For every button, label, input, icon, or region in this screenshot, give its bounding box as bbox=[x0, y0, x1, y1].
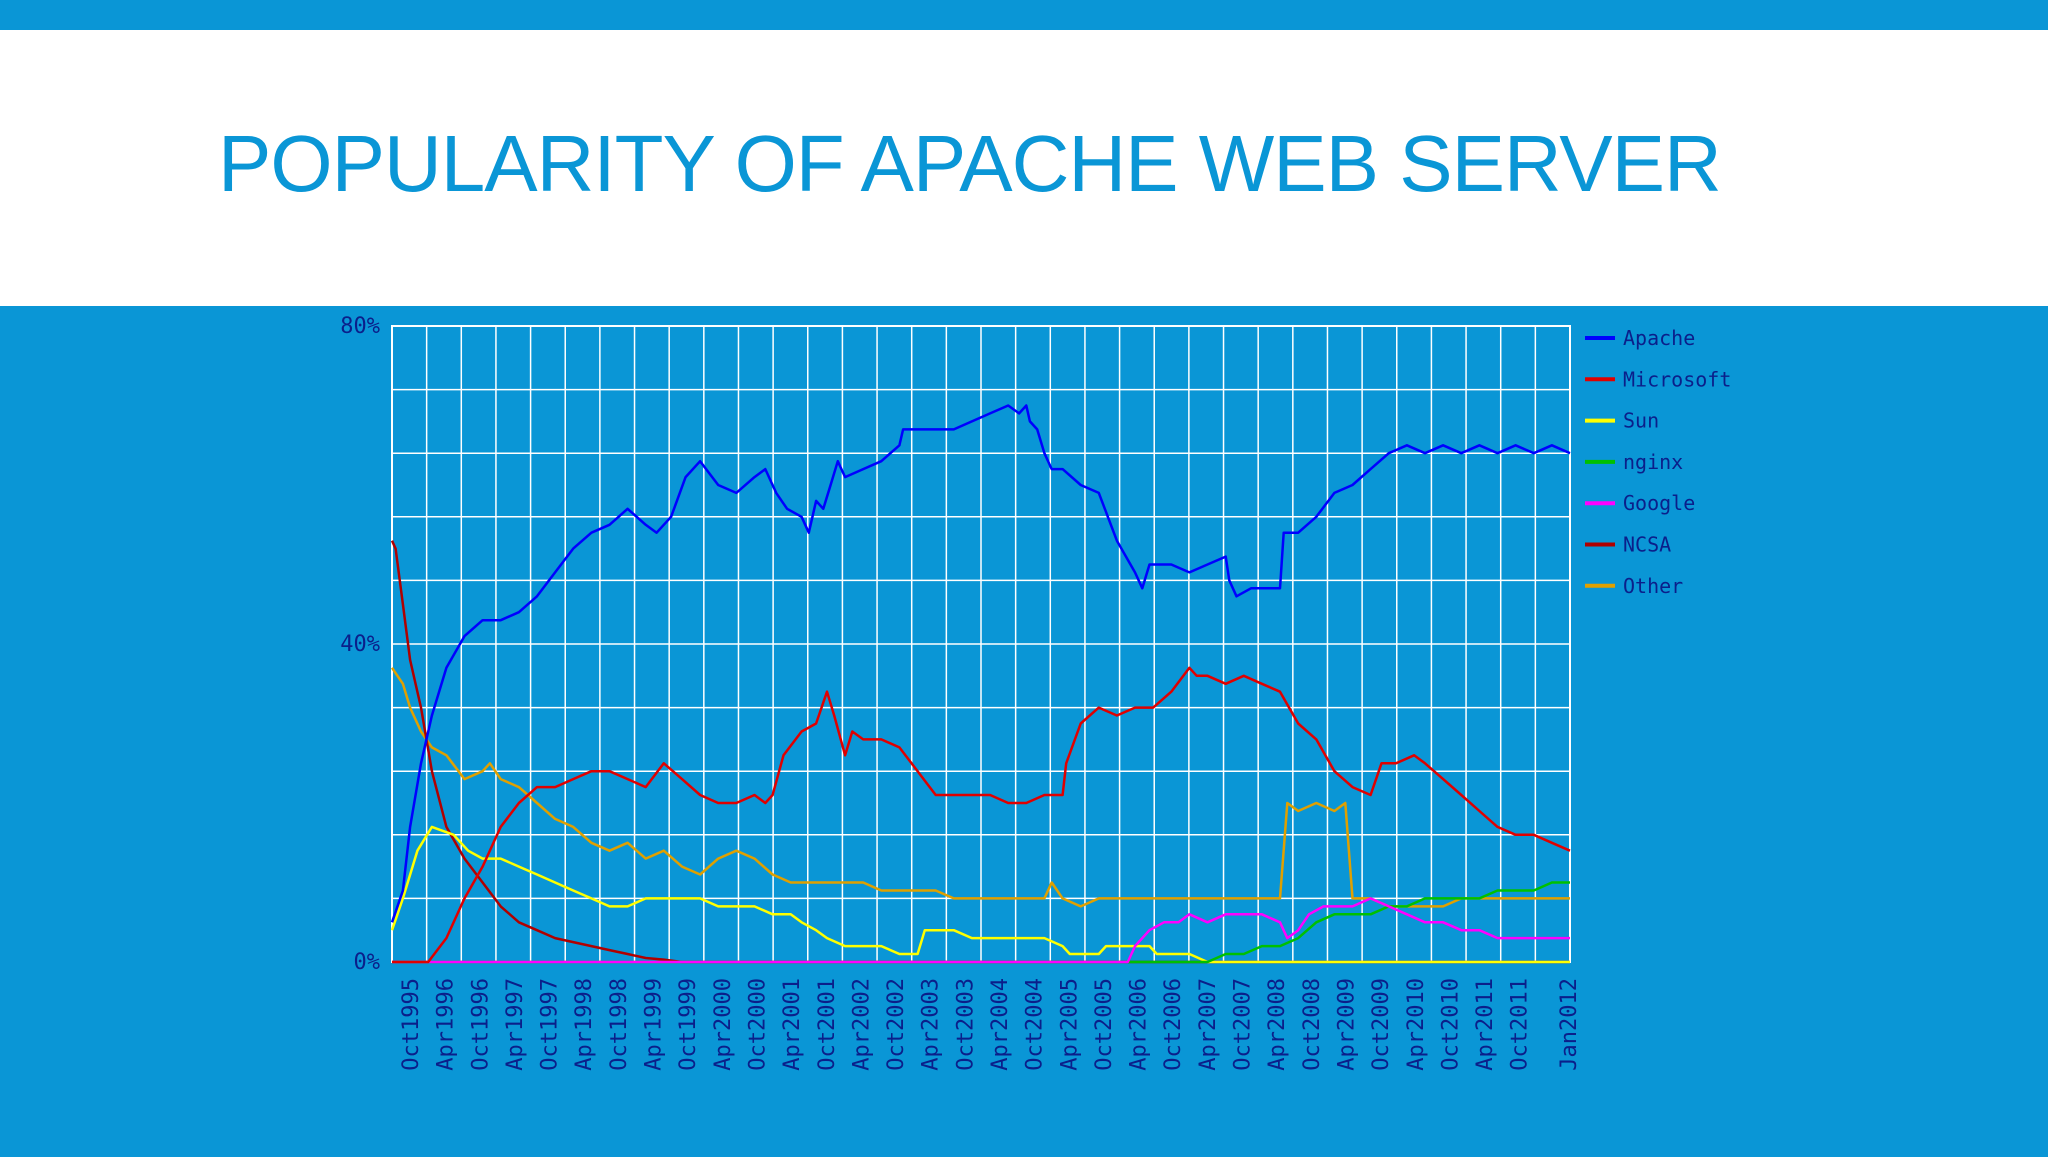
x-tick-label: Oct2002 bbox=[884, 978, 909, 1071]
top-stripe bbox=[0, 0, 2048, 30]
x-tick-label: Apr2002 bbox=[849, 978, 874, 1071]
x-tick-label: Oct2008 bbox=[1300, 978, 1325, 1071]
chart-area: 80% 40% 0% Oct1995 Apr1996 Oct1996 Apr1997 Oct… bbox=[0, 306, 2048, 1152]
y-tick-label: 80% bbox=[340, 314, 380, 339]
x-tick-label: Oct2009 bbox=[1369, 978, 1394, 1071]
slide-title: POPULARITY OF APACHE WEB SERVER bbox=[218, 119, 1722, 208]
y-tick-label: 40% bbox=[340, 632, 380, 657]
series-line-microsoft bbox=[392, 666, 1571, 964]
x-tick-label: Apr2009 bbox=[1334, 978, 1359, 1071]
legend-item-ncsa: NCSA bbox=[1585, 533, 1671, 557]
legend-label: Sun bbox=[1623, 409, 1659, 433]
x-tick-label: Oct2007 bbox=[1231, 978, 1256, 1071]
x-tick-label: Oct2004 bbox=[1023, 978, 1048, 1071]
x-tick-label: Oct2000 bbox=[745, 978, 770, 1071]
y-tick-label: 0% bbox=[354, 950, 381, 975]
legend-item-microsoft: Microsoft bbox=[1585, 367, 1731, 391]
series-lines bbox=[390, 404, 1571, 964]
y-axis-ticks: 80% 40% 0% bbox=[340, 314, 380, 975]
x-tick-label: Jan2012 bbox=[1557, 978, 1582, 1071]
x-tick-label: Apr2005 bbox=[1057, 978, 1082, 1071]
x-tick-label: Apr2008 bbox=[1265, 978, 1290, 1071]
x-tick-label: Oct2010 bbox=[1438, 978, 1463, 1071]
legend-item-sun: Sun bbox=[1585, 409, 1659, 433]
series-line-sun bbox=[390, 825, 1570, 964]
series-line-google bbox=[392, 897, 1570, 964]
legend-item-apache: Apache bbox=[1585, 326, 1695, 350]
x-tick-label: Apr2000 bbox=[711, 978, 736, 1071]
x-tick-label: Apr2004 bbox=[988, 978, 1013, 1071]
legend-label: Microsoft bbox=[1623, 367, 1731, 391]
legend-item-google: Google bbox=[1585, 491, 1695, 515]
x-tick-label: Oct2011 bbox=[1508, 978, 1533, 1071]
x-tick-label: Apr2003 bbox=[919, 978, 944, 1071]
series-line-apache bbox=[390, 404, 1571, 923]
x-tick-label: Apr1996 bbox=[434, 978, 459, 1071]
series-line-other bbox=[390, 667, 1570, 908]
x-tick-label: Apr1998 bbox=[572, 978, 597, 1071]
x-tick-label: Oct1998 bbox=[607, 978, 632, 1071]
legend-item-other: Other bbox=[1585, 574, 1683, 598]
x-tick-label: Oct1995 bbox=[399, 978, 424, 1071]
legend-item-nginx: nginx bbox=[1585, 450, 1683, 474]
x-tick-label: Apr2001 bbox=[780, 978, 805, 1071]
x-tick-label: Apr1999 bbox=[642, 978, 667, 1071]
x-tick-label: Oct1999 bbox=[676, 978, 701, 1071]
legend-label: Apache bbox=[1623, 326, 1695, 350]
legend-label: NCSA bbox=[1623, 533, 1671, 557]
chart-grid bbox=[391, 325, 1571, 963]
legend-label: Other bbox=[1623, 574, 1683, 598]
x-tick-label: Oct2005 bbox=[1092, 978, 1117, 1071]
legend-label: nginx bbox=[1623, 450, 1683, 474]
series-line-nginx bbox=[392, 881, 1570, 964]
x-tick-label: Oct1996 bbox=[468, 978, 493, 1071]
x-axis-ticks: Oct1995 Apr1996 Oct1996 Apr1997 Oct1997 Apr19… bbox=[399, 978, 1582, 1071]
legend: Apache Microsoft Sun nginx Google NCSA Other bbox=[1585, 326, 1731, 598]
series-line-ncsa bbox=[390, 540, 1570, 964]
x-tick-label: Apr2010 bbox=[1404, 978, 1429, 1071]
x-tick-label: Apr2006 bbox=[1127, 978, 1152, 1071]
title-band bbox=[0, 30, 2048, 306]
x-tick-label: Oct2003 bbox=[953, 978, 978, 1071]
x-tick-label: Apr1997 bbox=[503, 978, 528, 1071]
x-tick-label: Oct2001 bbox=[815, 978, 840, 1071]
x-tick-label: Apr2011 bbox=[1473, 978, 1498, 1071]
server-share-chart: 80%40%0% Oct1995 Apr1996 Oct1996 Apr1997 Oct… bbox=[340, 314, 1731, 1071]
legend-label: Google bbox=[1623, 491, 1695, 515]
x-tick-label: Oct1997 bbox=[538, 978, 563, 1071]
x-tick-label: Oct2006 bbox=[1161, 978, 1186, 1071]
x-tick-label: Apr2007 bbox=[1196, 978, 1221, 1071]
